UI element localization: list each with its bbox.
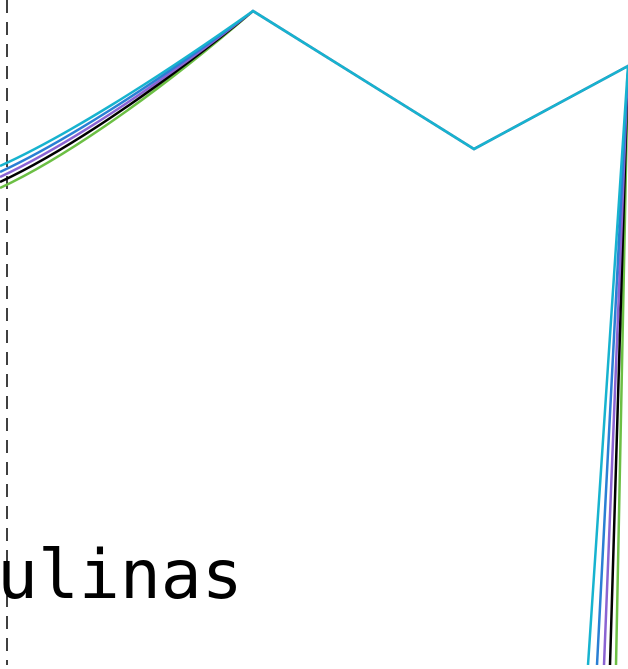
node-label: ulinas [0, 536, 243, 615]
path-cyan [0, 9, 628, 666]
